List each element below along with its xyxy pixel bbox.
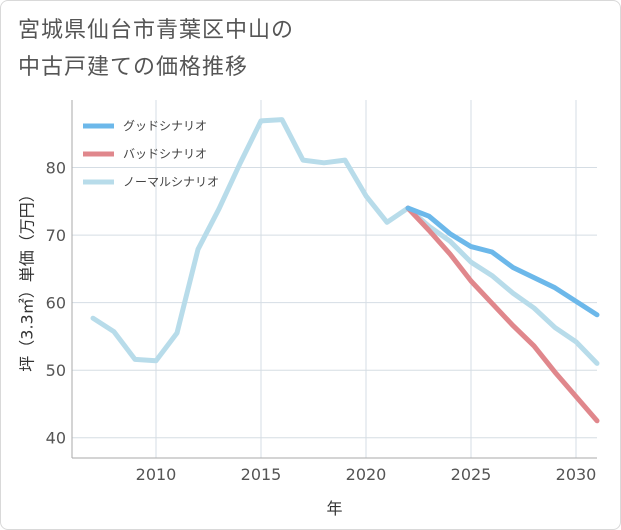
legend-label: バッドシナリオ	[123, 147, 207, 161]
y-axis-title: 坪（3.3㎡）単価（万円）	[18, 186, 37, 371]
y-tick-label: 60	[46, 294, 66, 313]
y-tick-label: 70	[46, 226, 66, 245]
chart-title: 宮城県仙台市青葉区中山の 中古戸建ての価格推移	[18, 12, 294, 86]
axes: 2010 2015 2020 2025 2030 40 50 60 70 80	[46, 100, 597, 484]
x-axis-title: 年	[326, 499, 342, 518]
x-tick-label: 2015	[241, 465, 282, 484]
series-line-3	[90, 117, 600, 366]
x-tick-label: 2020	[346, 465, 387, 484]
chart-title-line-1: 宮城県仙台市青葉区中山の	[18, 18, 295, 43]
x-tick-label: 2010	[136, 465, 177, 484]
x-tick-label: 2030	[556, 465, 597, 484]
chart-title-line-2: 中古戸建ての価格推移	[18, 55, 249, 80]
x-tick-label: 2025	[451, 465, 492, 484]
legend-label: ノーマルシナリオ	[123, 175, 219, 189]
series-line-2	[405, 205, 600, 424]
legend-label: グッドシナリオ	[123, 119, 207, 133]
y-tick-label: 40	[46, 429, 66, 448]
y-tick-label: 80	[46, 159, 66, 178]
series-lines	[90, 117, 600, 424]
series-line-1	[405, 205, 600, 318]
y-tick-label: 50	[46, 361, 66, 380]
